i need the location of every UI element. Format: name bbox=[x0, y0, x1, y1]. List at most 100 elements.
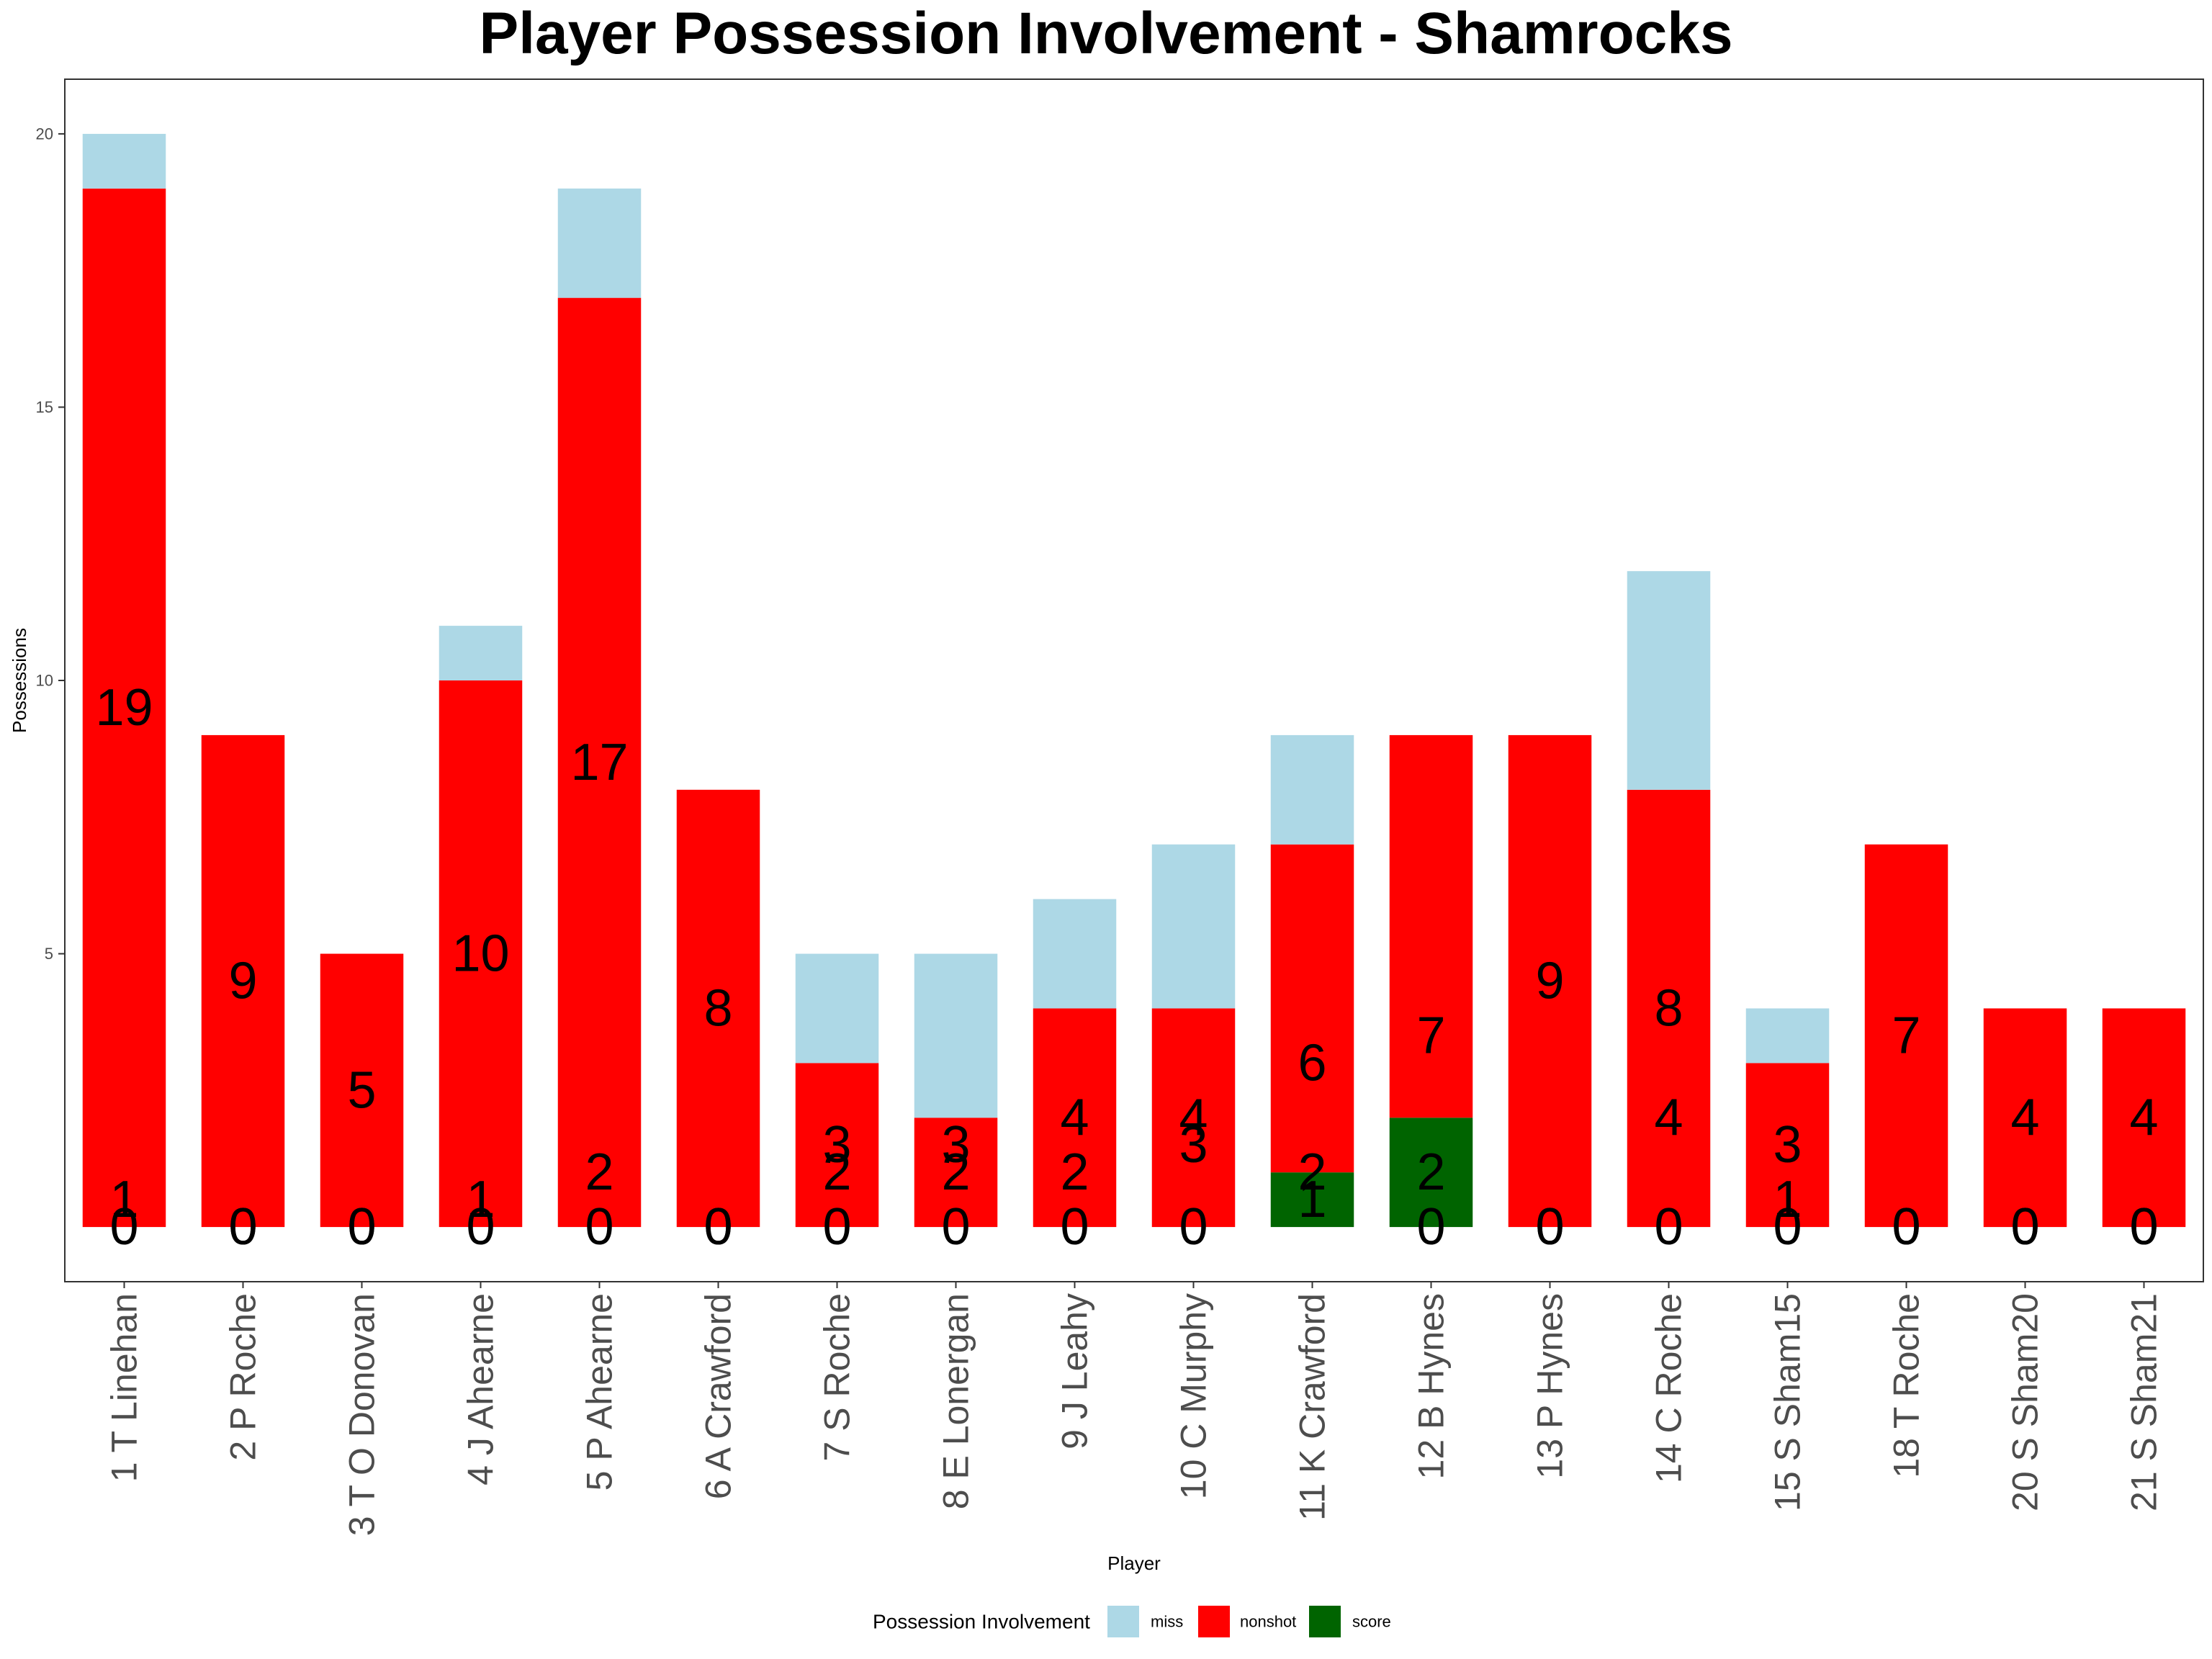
data-label-miss: 0 bbox=[347, 1198, 376, 1256]
plot-panel bbox=[64, 78, 2204, 1282]
x-tick-label: 15 S Sham15 bbox=[1768, 1293, 1808, 1511]
x-tick-label: 6 A Crawford bbox=[698, 1293, 739, 1499]
data-label-score: 0 bbox=[228, 1198, 257, 1256]
bar-miss bbox=[914, 953, 998, 1118]
data-label-nonshot: 7 bbox=[1416, 1007, 1445, 1064]
bar-miss bbox=[1033, 899, 1117, 1009]
x-tick-label: 5 P Ahearne bbox=[580, 1293, 620, 1491]
x-tick-label: 10 C Murphy bbox=[1174, 1293, 1214, 1499]
data-label-nonshot: 10 bbox=[451, 925, 509, 983]
bars-layer bbox=[82, 133, 2186, 1228]
legend-label-score: score bbox=[1352, 1613, 1391, 1631]
legend: Possession Involvement miss nonshot score bbox=[873, 1606, 1391, 1637]
data-label-nonshot: 4 bbox=[1179, 1089, 1208, 1146]
x-tick-label: 2 P Roche bbox=[223, 1293, 264, 1461]
data-label-score: 0 bbox=[585, 1198, 613, 1256]
bar-miss bbox=[795, 953, 879, 1064]
data-label-score: 0 bbox=[822, 1198, 851, 1256]
y-tick-label: 10 bbox=[36, 672, 53, 690]
data-label-score: 0 bbox=[109, 1198, 138, 1256]
data-label-miss: 1 bbox=[466, 1171, 495, 1228]
y-axis: 5 10 15 20 bbox=[36, 125, 65, 963]
x-tick-label: 4 J Ahearne bbox=[461, 1293, 501, 1485]
legend-key-nonshot bbox=[1198, 1606, 1230, 1637]
data-label-nonshot: 7 bbox=[1892, 1007, 1920, 1064]
legend-label-miss: miss bbox=[1151, 1613, 1183, 1631]
data-label-score: 0 bbox=[1892, 1198, 1920, 1256]
data-label-nonshot: 4 bbox=[2129, 1089, 2158, 1146]
x-tick-label: 14 C Roche bbox=[1649, 1293, 1689, 1483]
bar-nonshot bbox=[557, 297, 642, 1228]
y-tick-label: 20 bbox=[36, 125, 53, 143]
data-label-miss: 0 bbox=[1416, 1198, 1445, 1256]
data-label-score: 0 bbox=[347, 1198, 376, 1256]
data-label-nonshot: 4 bbox=[1060, 1089, 1089, 1146]
data-label-nonshot: 19 bbox=[95, 679, 153, 737]
data-label-score: 1 bbox=[1298, 1171, 1326, 1228]
data-label-score: 2 bbox=[1416, 1143, 1445, 1201]
data-label-score: 0 bbox=[703, 1198, 732, 1256]
data-label-nonshot: 8 bbox=[1654, 979, 1683, 1037]
data-label-nonshot: 9 bbox=[1535, 953, 1564, 1010]
data-label-miss: 0 bbox=[1892, 1198, 1920, 1256]
bar-nonshot bbox=[676, 789, 760, 1228]
y-tick-label: 5 bbox=[45, 945, 53, 963]
bar-nonshot bbox=[1270, 844, 1354, 1173]
x-tick-label: 21 S Sham21 bbox=[2124, 1293, 2164, 1511]
data-label-miss: 4 bbox=[1654, 1089, 1683, 1146]
bar-miss bbox=[1627, 571, 1711, 790]
x-tick-label: 3 T O Donovan bbox=[342, 1293, 382, 1536]
data-label-miss: 1 bbox=[1773, 1171, 1802, 1228]
x-tick-label: 7 S Roche bbox=[817, 1293, 858, 1461]
bar-nonshot bbox=[1151, 1008, 1236, 1228]
legend-key-miss bbox=[1107, 1606, 1139, 1637]
data-label-score: 0 bbox=[1179, 1198, 1208, 1256]
data-label-nonshot: 5 bbox=[347, 1061, 376, 1119]
bar-nonshot bbox=[1508, 734, 1592, 1228]
data-label-score: 0 bbox=[2129, 1198, 2158, 1256]
bar-miss bbox=[82, 133, 166, 189]
data-label-miss: 1 bbox=[109, 1171, 138, 1228]
data-label-nonshot: 2 bbox=[941, 1143, 970, 1201]
y-axis-title: Possessions bbox=[9, 628, 30, 733]
bar-nonshot bbox=[1033, 1008, 1117, 1228]
data-label-miss: 0 bbox=[2010, 1198, 2039, 1256]
bar-nonshot bbox=[1864, 844, 1948, 1228]
data-label-score: 0 bbox=[1654, 1198, 1683, 1256]
data-label-score: 0 bbox=[466, 1198, 495, 1256]
legend-key-score bbox=[1309, 1606, 1341, 1637]
bar-nonshot bbox=[1745, 1063, 1830, 1228]
data-label-miss: 2 bbox=[1298, 1143, 1326, 1201]
data-label-nonshot: 4 bbox=[2010, 1089, 2039, 1146]
data-label-miss: 3 bbox=[941, 1116, 970, 1174]
x-tick-label: 1 T Linehan bbox=[104, 1293, 145, 1482]
bar-miss bbox=[1151, 844, 1236, 1009]
x-tick-label: 20 S Sham20 bbox=[2005, 1293, 2046, 1511]
data-label-miss: 2 bbox=[585, 1143, 613, 1201]
bar-miss bbox=[1270, 734, 1354, 845]
data-label-nonshot: 6 bbox=[1298, 1034, 1326, 1092]
data-label-miss: 2 bbox=[822, 1143, 851, 1201]
data-label-score: 0 bbox=[1773, 1198, 1802, 1256]
x-tick-label: 13 P Hynes bbox=[1530, 1293, 1570, 1479]
bar-miss bbox=[439, 626, 523, 680]
x-tick-label: 9 J Leahy bbox=[1055, 1293, 1095, 1449]
bar-nonshot bbox=[1627, 789, 1711, 1228]
bar-miss bbox=[557, 188, 642, 298]
bar-score bbox=[1270, 1172, 1354, 1228]
data-label-miss: 3 bbox=[1179, 1116, 1208, 1174]
data-label-nonshot: 3 bbox=[1773, 1116, 1802, 1174]
data-label-nonshot: 9 bbox=[228, 953, 257, 1010]
legend-label-nonshot: nonshot bbox=[1240, 1613, 1296, 1631]
bar-nonshot bbox=[795, 1063, 879, 1228]
x-axis-title: Player bbox=[1107, 1552, 1161, 1574]
x-tick-label: 11 K Crawford bbox=[1292, 1293, 1333, 1521]
legend-title: Possession Involvement bbox=[873, 1611, 1090, 1633]
x-axis: 1 T Linehan 2 P Roche 3 T O Donovan 4 J Ahe… bbox=[104, 1282, 2164, 1536]
x-tick-label: 8 E Lonergan bbox=[936, 1293, 976, 1509]
data-label-miss: 0 bbox=[703, 1198, 732, 1256]
data-label-score: 0 bbox=[1060, 1198, 1089, 1256]
data-label-score: 0 bbox=[1535, 1198, 1564, 1256]
